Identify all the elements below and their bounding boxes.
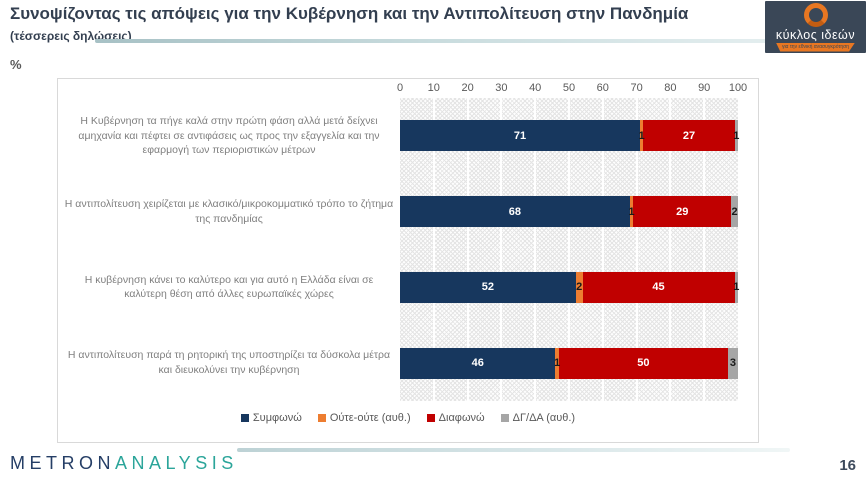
bar-segment: 50 — [558, 347, 728, 379]
bar-value-label: 27 — [682, 129, 696, 142]
bar-segment: 3 — [727, 347, 738, 379]
legend-label: Διαφωνώ — [438, 412, 485, 424]
bar-segment: 71 — [400, 120, 640, 152]
bar-segment: 2 — [575, 271, 583, 303]
gridline — [568, 98, 570, 401]
legend-label: ΔΓ/ΔΑ (αυθ.) — [512, 412, 576, 424]
axis-tick-50: 50 — [562, 82, 576, 94]
gridline — [703, 98, 706, 401]
axis-tick-30: 30 — [495, 82, 508, 94]
legend-label: Ούτε-ούτε (αυθ.) — [329, 412, 411, 424]
axis-tick-60: 60 — [596, 82, 609, 94]
bar-segment: 1 — [733, 120, 740, 152]
logo-name: κύκλος ιδεών — [775, 27, 856, 42]
axis-tick-0: 0 — [396, 82, 404, 94]
bar-value-label: 71 — [513, 129, 527, 142]
title-divider-line — [95, 39, 852, 43]
bar-row-1: 71 1 27 1 — [400, 120, 740, 152]
legend-label: Συμφωνώ — [252, 412, 302, 424]
bar-value-label: 46 — [471, 357, 484, 370]
gridline — [466, 98, 469, 401]
gridline — [601, 98, 604, 401]
logo-tagline: για την εθνική ανασυγκρότηση — [775, 42, 856, 52]
gridline — [534, 98, 537, 401]
category-label-2: Η αντιπολίτευση χειρίζεται με κλασικό/μι… — [64, 197, 394, 225]
bar-value-label: 52 — [481, 281, 494, 294]
axis-tick-100: 100 — [728, 82, 748, 94]
logo-circle-icon — [803, 2, 828, 27]
bar-row-4: 46 1 50 3 — [400, 347, 738, 379]
bar-segment: 1 — [628, 196, 635, 228]
legend-swatch-icon — [426, 414, 435, 422]
kyklos-ideon-logo: κύκλος ιδεών για την εθνική ανασυγκρότησ… — [765, 1, 866, 53]
footer-divider-line — [237, 448, 790, 452]
legend-item: Διαφωνώ — [426, 412, 485, 424]
category-label-3: Η κυβέρνηση κάνει το καλύτερο και για αυ… — [84, 273, 374, 301]
brand-part-metron: METRON — [10, 453, 115, 473]
legend-item: Ούτε-ούτε (αυθ.) — [317, 412, 411, 424]
bar-segment: 52 — [400, 271, 576, 303]
gridline — [635, 98, 638, 401]
axis-tick-40: 40 — [529, 82, 542, 94]
bar-segment: 29 — [633, 196, 732, 228]
bar-segment: 2 — [731, 196, 738, 228]
legend-item: ΔΓ/ΔΑ (αυθ.) — [500, 412, 576, 424]
bar-value-label: 50 — [637, 357, 650, 370]
gridline — [432, 98, 435, 401]
bar-row-3: 52 2 45 1 — [400, 271, 740, 303]
legend-swatch-icon — [500, 414, 509, 422]
bar-segment: 1 — [638, 120, 645, 152]
chart-area: 0 10 20 30 40 50 60 70 80 90 100 Η Κυβέρνηση τα πή… — [57, 78, 759, 443]
bar-value-label: 1 — [638, 129, 645, 142]
axis-tick-70: 70 — [630, 82, 643, 94]
plot-area: 71 1 27 1 68 1 29 2 52 2 45 1 46 1 50 3 — [400, 98, 740, 401]
bar-value-label: 3 — [729, 357, 736, 370]
gridline — [669, 98, 672, 401]
brand-part-analysis: ANALYSIS — [115, 453, 238, 473]
page-title: Συνοψίζοντας τις απόψεις για την Κυβέρνη… — [10, 4, 689, 23]
bar-value-label: 1 — [733, 129, 740, 142]
category-label-1: Η Κυβέρνηση τα πήγε καλά στην πρώτη φάση… — [78, 114, 380, 157]
page-number: 16 — [839, 457, 856, 474]
axis-tick-80: 80 — [664, 82, 677, 94]
axis-tick-20: 20 — [461, 82, 474, 94]
unit-label: % — [10, 57, 22, 72]
legend-swatch-icon — [317, 414, 326, 422]
bar-value-label: 2 — [731, 205, 738, 218]
bar-segment: 1 — [554, 347, 561, 379]
category-label-4: Η αντιπολίτευση παρά τη ρητορική της υπο… — [67, 349, 391, 377]
bar-row-2: 68 1 29 2 — [400, 196, 738, 228]
bar-value-label: 2 — [576, 281, 583, 294]
axis-tick-90: 90 — [698, 82, 711, 94]
bar-value-label: 1 — [554, 357, 561, 370]
axis-tick-10: 10 — [427, 82, 440, 94]
bar-value-label: 1 — [628, 205, 635, 218]
bar-value-label: 68 — [508, 205, 522, 218]
gridline — [500, 98, 503, 401]
bar-value-label: 1 — [733, 281, 740, 294]
bar-segment: 45 — [582, 271, 735, 303]
legend-swatch-icon — [240, 414, 249, 422]
bar-segment: 27 — [643, 120, 735, 152]
legend-item: Συμφωνώ — [240, 412, 302, 424]
chart-legend: Συμφωνώ Ούτε-ούτε (αυθ.) Διαφωνώ ΔΓ/ΔΑ (αυθ… — [58, 412, 758, 424]
bar-value-label: 45 — [652, 281, 665, 294]
bar-segment: 46 — [400, 347, 556, 379]
bar-segment: 68 — [400, 196, 630, 228]
bar-segment: 1 — [733, 271, 740, 303]
metron-analysis-wordmark: METRONANALYSIS — [10, 453, 238, 474]
bar-value-label: 29 — [676, 205, 689, 218]
